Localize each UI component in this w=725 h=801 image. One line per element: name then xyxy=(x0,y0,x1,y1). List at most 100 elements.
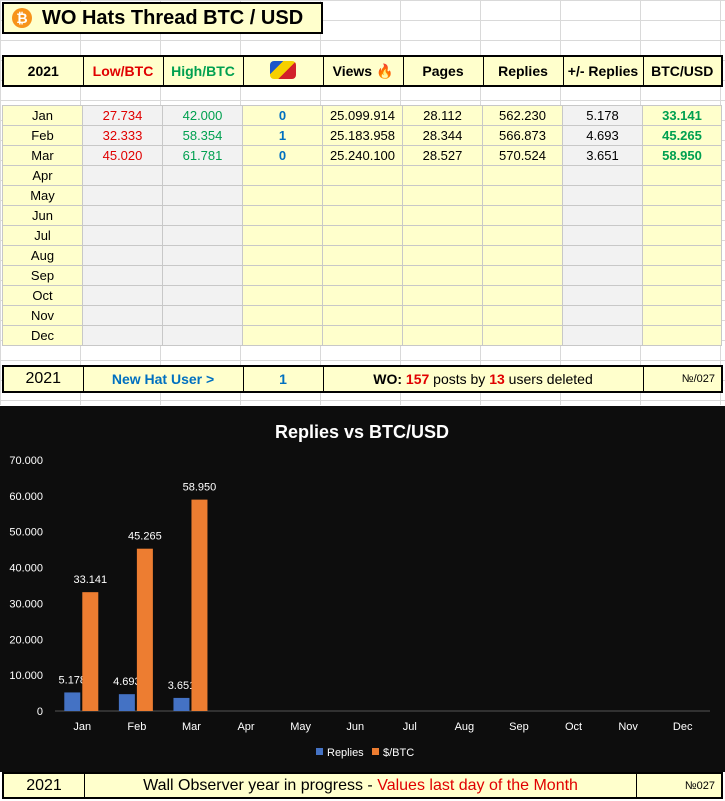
btc-cell: 33.141 xyxy=(642,105,722,126)
bar-chart: Replies vs BTC/USD 0 10.000 20.000 30.000 40… xyxy=(9,422,710,759)
replies-cell xyxy=(482,285,563,306)
delta-cell xyxy=(562,165,643,186)
summary-ref: №/027 xyxy=(642,365,723,393)
chart-title: Replies vs BTC/USD xyxy=(275,422,449,442)
header-replies: Replies xyxy=(482,55,564,87)
month-cell: Sep xyxy=(2,265,83,286)
replies-cell xyxy=(482,205,563,226)
month-cell: Feb xyxy=(2,125,83,146)
y-tick-label: 70.000 xyxy=(9,455,43,467)
low-cell xyxy=(82,305,163,326)
footer-text-cell: Wall Observer year in progress - Values … xyxy=(84,774,637,797)
pages-cell xyxy=(402,305,483,326)
delta-cell xyxy=(562,205,643,226)
views-cell xyxy=(322,245,403,266)
low-cell xyxy=(82,185,163,206)
y-tick-label: 10.000 xyxy=(9,670,43,682)
hats-cell xyxy=(242,165,323,186)
bar-replies xyxy=(173,697,190,711)
x-tick-label: Jan xyxy=(73,721,91,733)
replies-cell xyxy=(482,165,563,186)
hats-cell xyxy=(242,225,323,246)
table-row: Dec xyxy=(2,325,722,346)
btc-cell xyxy=(642,265,722,286)
legend-label: $/BTC xyxy=(383,747,414,759)
replies-cell xyxy=(482,265,563,286)
pages-cell xyxy=(402,225,483,246)
high-cell xyxy=(162,305,243,326)
btc-cell: 45.265 xyxy=(642,125,722,146)
delta-cell xyxy=(562,245,643,266)
high-cell xyxy=(162,205,243,226)
month-cell: Dec xyxy=(2,325,83,346)
table-row: Aug xyxy=(2,245,722,266)
low-cell xyxy=(82,165,163,186)
data-label: 5.178 xyxy=(59,674,87,686)
views-cell xyxy=(322,225,403,246)
chart-area: Replies vs BTC/USD 0 10.000 20.000 30.000 40… xyxy=(0,406,725,772)
replies-cell xyxy=(482,325,563,346)
replies-cell xyxy=(482,225,563,246)
replies-cell xyxy=(482,185,563,206)
x-tick-label: Jul xyxy=(403,721,417,733)
table-row: Feb 32.333 58.354 1 25.183.958 28.344 566.873 4… xyxy=(2,125,722,146)
btc-cell xyxy=(642,325,722,346)
header-hats xyxy=(242,55,324,87)
high-cell xyxy=(162,325,243,346)
views-cell xyxy=(322,205,403,226)
hats-cell xyxy=(242,265,323,286)
views-cell xyxy=(322,325,403,346)
delta-cell: 3.651 xyxy=(562,145,643,166)
delta-cell xyxy=(562,285,643,306)
replies-cell: 566.873 xyxy=(482,125,563,146)
high-cell xyxy=(162,245,243,266)
y-tick-label: 0 xyxy=(37,706,43,718)
summary-year: 2021 xyxy=(2,365,84,393)
month-cell: Jul xyxy=(2,225,83,246)
header-btcusd: BTC/USD xyxy=(642,55,723,87)
replies-cell xyxy=(482,245,563,266)
delta-cell xyxy=(562,265,643,286)
views-cell: 25.183.958 xyxy=(322,125,403,146)
low-cell xyxy=(82,285,163,306)
header-row: 2021 Low/BTC High/BTC Views 🔥 Pages Repl… xyxy=(2,55,723,87)
table-row: Oct xyxy=(2,285,722,306)
delta-cell xyxy=(562,305,643,326)
hats-cell xyxy=(242,245,323,266)
low-cell xyxy=(82,265,163,286)
data-label: 3.651 xyxy=(168,680,196,692)
header-high: High/BTC xyxy=(162,55,244,87)
hats-cell: 0 xyxy=(242,105,323,126)
footer-year: 2021 xyxy=(26,776,62,794)
low-cell: 27.734 xyxy=(82,105,163,126)
new-hat-link[interactable]: New Hat User > xyxy=(82,365,244,393)
views-cell xyxy=(322,165,403,186)
low-cell: 45.020 xyxy=(82,145,163,166)
x-tick-label: Feb xyxy=(127,721,146,733)
legend-label: Replies xyxy=(327,747,364,759)
bar-replies xyxy=(64,692,81,711)
hats-cell: 0 xyxy=(242,145,323,166)
bar-btc xyxy=(191,499,208,711)
pages-cell xyxy=(402,285,483,306)
btc-cell xyxy=(642,285,722,306)
month-cell: Jan xyxy=(2,105,83,126)
page-title: WO Hats Thread BTC / USD xyxy=(42,6,304,29)
pages-cell: 28.112 xyxy=(402,105,483,126)
btc-cell xyxy=(642,185,722,206)
header-views: Views 🔥 xyxy=(322,55,404,87)
views-cell xyxy=(322,265,403,286)
high-cell: 42.000 xyxy=(162,105,243,126)
table-row: Jan 27.734 42.000 0 25.099.914 28.112 562.230 5… xyxy=(2,105,722,126)
y-tick-label: 40.000 xyxy=(9,563,43,575)
data-label: 4.693 xyxy=(113,676,141,688)
hats-cell: 1 xyxy=(242,125,323,146)
x-tick-label: Jun xyxy=(346,721,364,733)
pages-cell xyxy=(402,265,483,286)
table-row: Sep xyxy=(2,265,722,286)
btc-cell xyxy=(642,305,722,326)
pages-cell: 28.344 xyxy=(402,125,483,146)
month-cell: Aug xyxy=(2,245,83,266)
btc-cell xyxy=(642,245,722,266)
high-cell xyxy=(162,185,243,206)
